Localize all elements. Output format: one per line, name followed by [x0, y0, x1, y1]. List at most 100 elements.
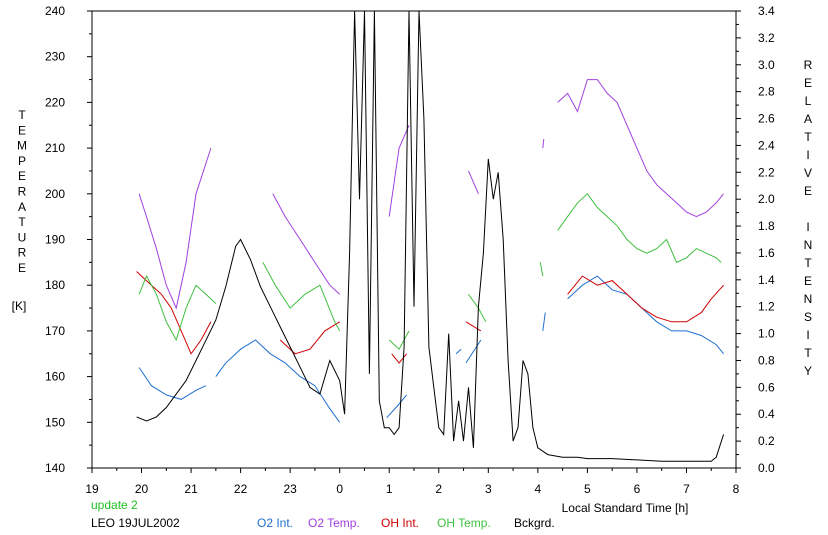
series-line-oh-temp-2 [388, 330, 410, 351]
x-tick-label: 19 [85, 482, 99, 496]
y-right-label-letter: T [804, 346, 812, 360]
x-tick-label: 8 [733, 482, 740, 496]
series-line-o2-int-2 [386, 394, 407, 419]
y-right-tick-label: 0.6 [758, 380, 775, 394]
y-right-tick-label: 1.0 [758, 327, 775, 341]
y-left-label-letter: E [18, 123, 26, 137]
y-right-label-letter: I [806, 220, 809, 234]
legend-entry: O2 Int. [257, 516, 293, 530]
y-right-label-letter: E [804, 274, 812, 288]
series-line-o2-temp-5 [557, 79, 724, 218]
y-right-label-letter: V [804, 166, 812, 180]
x-tick-label: 2 [435, 482, 442, 496]
x-tick-label: 23 [283, 482, 297, 496]
update-annotation: update 2 [91, 498, 138, 512]
y-right-tick-label: 2.8 [758, 85, 775, 99]
y-right-tick-label: 2.4 [758, 138, 775, 152]
series-line-o2-int-3 [455, 348, 462, 355]
y-right-tick-label: 2.2 [758, 165, 775, 179]
series-line-o2-temp-0 [138, 147, 212, 310]
y-right-label-letter: L [805, 94, 812, 108]
x-tick-label: 21 [184, 482, 198, 496]
y-right-tick-label: 0.0 [758, 461, 775, 475]
y-right-label-letter: R [804, 58, 813, 72]
series-line-oh-int-1 [279, 321, 340, 355]
series-line-oh-temp-0 [138, 274, 217, 342]
series-layer [136, 11, 725, 462]
y-left-tick-label: 200 [45, 187, 65, 201]
y-left-label-letter: R [18, 185, 27, 199]
y-right-label-letter: A [804, 112, 812, 126]
legend-entry: OH Int. [381, 516, 419, 530]
y-left-label-letter: U [18, 230, 27, 244]
y-right-label-letter: I [806, 148, 809, 162]
series-line-o2-temp-1 [272, 193, 341, 295]
x-tick-label: 0 [336, 482, 343, 496]
y-right-tick-label: 0.2 [758, 434, 775, 448]
y-right-tick-label: 2.6 [758, 112, 775, 126]
y-left-label-letter: P [18, 154, 26, 168]
x-axis-label: Local Standard Time [h] [562, 501, 689, 515]
series-line-o2-temp-2 [388, 125, 410, 217]
series-line-o2-int-6 [567, 275, 724, 355]
y-right-tick-label: 0.8 [758, 353, 775, 367]
y-left-tick-label: 240 [45, 4, 65, 18]
legend-entry: Bckgrd. [514, 516, 555, 530]
y-left-unit: [K] [12, 299, 27, 313]
y-left-tick-label: 220 [45, 95, 65, 109]
series-line-o2-temp-3 [468, 170, 479, 194]
y-right-tick-label: 1.4 [758, 273, 775, 287]
y-left-label-letter: E [18, 261, 26, 275]
y-left-label-letter: A [18, 200, 26, 214]
series-line-oh-temp-4 [539, 262, 544, 277]
y-right-label-letter: T [804, 256, 812, 270]
y-left-tick-label: 150 [45, 415, 65, 429]
y-right-label-letter: E [804, 76, 812, 90]
legend-entry: OH Temp. [437, 516, 491, 530]
x-tick-label: 20 [135, 482, 149, 496]
series-line-bckgrd-0 [136, 11, 725, 462]
y-right-label-letter: S [804, 310, 812, 324]
y-right-label-letter: N [804, 292, 813, 306]
y-left-tick-label: 140 [45, 461, 65, 475]
y-left-label-letter: T [18, 215, 26, 229]
x-tick-label: 3 [485, 482, 492, 496]
y-left-tick-label: 230 [45, 50, 65, 64]
y-right-tick-label: 1.6 [758, 246, 775, 260]
series-line-o2-int-4 [465, 339, 482, 364]
station-date-annotation: LEO 19JUL2002 [91, 516, 180, 530]
y-left-label-letter: M [17, 139, 27, 153]
y-left-label-letter: T [18, 108, 26, 122]
y-right-label-letter: I [806, 328, 809, 342]
axes-layer [87, 10, 741, 473]
y-right-label-letter: T [804, 130, 812, 144]
labels-layer: 19 20 21 22 23 0 1 2 3 4 5 6 7 8140150160170180190200… [12, 4, 813, 530]
x-tick-label: 5 [584, 482, 591, 496]
x-tick-label: 22 [234, 482, 248, 496]
y-left-tick-label: 160 [45, 370, 65, 384]
y-right-label-letter: E [804, 184, 812, 198]
y-right-tick-label: 3.0 [758, 58, 775, 72]
series-line-o2-int-1 [215, 339, 341, 423]
y-right-tick-label: 3.4 [758, 4, 775, 18]
y-left-tick-label: 170 [45, 324, 65, 338]
x-tick-label: 7 [683, 482, 690, 496]
y-left-tick-label: 210 [45, 141, 65, 155]
y-right-tick-label: 1.2 [758, 300, 775, 314]
y-left-label-letter: E [18, 169, 26, 183]
series-line-oh-int-4 [465, 321, 482, 332]
y-right-tick-label: 2.0 [758, 192, 775, 206]
y-left-label-letter: R [18, 246, 27, 260]
legend-entry: O2 Temp. [308, 516, 360, 530]
series-line-oh-temp-1 [262, 262, 341, 332]
y-right-tick-label: 1.8 [758, 219, 775, 233]
y-left-tick-label: 190 [45, 233, 65, 247]
y-right-tick-label: 0.4 [758, 407, 775, 421]
x-tick-label: 6 [634, 482, 641, 496]
x-tick-label: 4 [535, 482, 542, 496]
y-right-tick-label: 3.2 [758, 31, 775, 45]
x-tick-label: 1 [386, 482, 393, 496]
y-left-tick-label: 180 [45, 278, 65, 292]
series-line-oh-int-6 [567, 275, 724, 323]
